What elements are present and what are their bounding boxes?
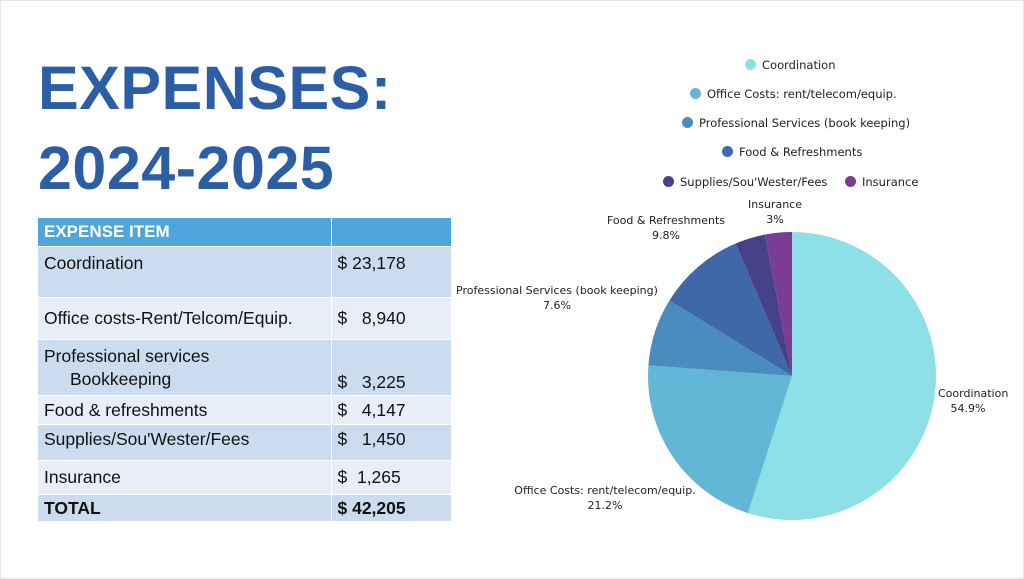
row-item: Supplies/Sou'Wester/Fees	[38, 424, 332, 461]
table-row: Food & refreshments $ 4,147	[38, 395, 452, 425]
table-header-item: EXPENSE ITEM	[38, 218, 332, 247]
row-item: Coordination	[38, 246, 332, 298]
pie-slice-food-refreshments	[669, 243, 792, 376]
legend-swatch-icon	[690, 88, 701, 99]
legend-swatch-icon	[663, 176, 674, 187]
table-row: Professional services Bookkeeping $ 3,22…	[38, 339, 452, 396]
legend-swatch-icon	[722, 146, 733, 157]
row-amount: $ 1,265	[331, 460, 452, 495]
row-amount: $ 8,940	[331, 297, 452, 340]
pie-slice-office-costs-rent-telecom-equip	[648, 365, 792, 514]
slice-value-coordination: 54.9%	[951, 402, 986, 415]
slice-value-insurance: 3%	[766, 213, 783, 226]
slice-label-coordination: Coordination	[938, 387, 1008, 400]
slice-label-office-costs-rent-telecom-equip: Office Costs: rent/telecom/equip.	[514, 484, 695, 497]
legend-swatch-icon	[845, 176, 856, 187]
pie-slice-professional-services-book-keeping	[648, 300, 792, 376]
legend-label: Supplies/Sou'Wester/Fees	[680, 175, 828, 189]
row-amount: $ 3,225	[331, 339, 452, 396]
pie-slice-coordination	[747, 232, 936, 520]
legend-item-insurance: Insurance	[845, 175, 918, 189]
legend-swatch-icon	[682, 117, 693, 128]
table-row: Supplies/Sou'Wester/Fees $ 1,450	[38, 424, 452, 461]
row-amount: $ 23,178	[331, 246, 452, 298]
legend-label: Insurance	[862, 175, 919, 189]
pie-slice-supplies-sou-wester-fees	[735, 234, 792, 376]
table-row: Coordination $ 23,178	[38, 246, 452, 298]
table-row: Office costs-Rent/Telcom/Equip. $ 8,940	[38, 297, 452, 340]
legend-label: Food & Refreshments	[739, 145, 863, 159]
total-amount: $ 42,205	[331, 494, 452, 522]
legend-item-office-costs-rent-telecom-equip: Office Costs: rent/telecom/equip.	[690, 87, 897, 101]
legend-label: Professional Services (book keeping)	[699, 116, 911, 130]
row-item: Food & refreshments	[38, 395, 332, 425]
row-item: Insurance	[38, 460, 332, 495]
page-title-line-1: EXPENSES:	[38, 54, 392, 122]
pie-slice-insurance	[764, 232, 792, 376]
row-amount: $ 4,147	[331, 395, 452, 425]
slice-value-food-refreshments: 9.8%	[652, 229, 680, 242]
slice-label-food-refreshments: Food & Refreshments	[607, 214, 725, 227]
row-item-line-1: Professional services	[44, 346, 210, 366]
page-title-line-2: 2024-2025	[38, 134, 335, 202]
total-label: TOTAL	[38, 494, 332, 522]
table-total-row: TOTAL $ 42,205	[38, 494, 452, 522]
row-item-line-2: Bookkeeping	[70, 369, 172, 389]
table-row: Insurance $ 1,265	[38, 460, 452, 495]
row-item: Professional services Bookkeeping	[38, 339, 332, 396]
legend-item-supplies-sou-wester-fees: Supplies/Sou'Wester/Fees	[663, 175, 827, 189]
expense-table: EXPENSE ITEM Coordination $ 23,178 Offic…	[38, 218, 452, 522]
legend-label: Coordination	[762, 58, 836, 72]
legend-item-food-refreshments: Food & Refreshments	[722, 145, 862, 159]
legend-item-coordination: Coordination	[745, 58, 836, 72]
row-amount: $ 1,450	[331, 424, 452, 461]
slice-label-insurance: Insurance	[748, 198, 802, 211]
row-item: Office costs-Rent/Telcom/Equip.	[38, 297, 332, 340]
legend-item-professional-services-book-keeping: Professional Services (book keeping)	[682, 116, 910, 130]
slice-value-professional-services-book-keeping: 7.6%	[543, 299, 571, 312]
legend-swatch-icon	[745, 59, 756, 70]
legend-label: Office Costs: rent/telecom/equip.	[707, 87, 897, 101]
slice-label-professional-services-book-keeping: Professional Services (book keeping)	[456, 284, 658, 297]
table-header-amount	[331, 218, 452, 247]
slice-value-office-costs-rent-telecom-equip: 21.2%	[588, 499, 623, 512]
